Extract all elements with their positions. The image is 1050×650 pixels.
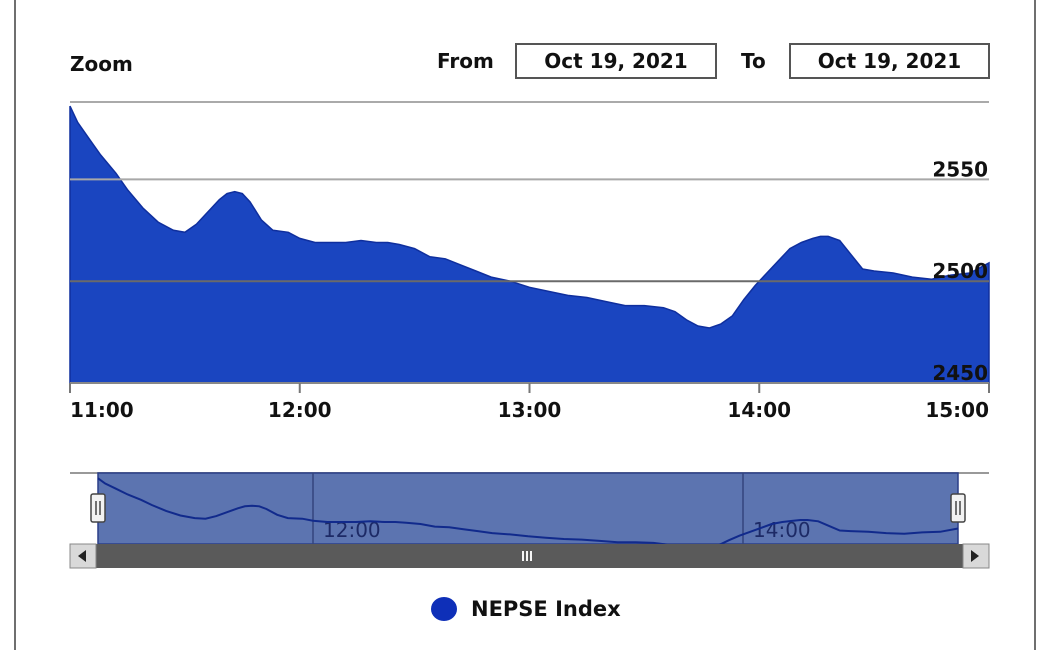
y-tick-label-2550: 2550 xyxy=(932,157,988,181)
navigator-scrollbar[interactable] xyxy=(70,544,989,568)
navigator-selected-range[interactable] xyxy=(97,472,959,545)
series-area-nepse-index xyxy=(69,105,990,384)
x-tick-label-12:00: 12:00 xyxy=(268,398,332,422)
navigator-series-line xyxy=(97,477,959,551)
navigator-left-handle[interactable] xyxy=(90,493,106,523)
x-tick-label-15:00: 15:00 xyxy=(925,398,989,422)
scroll-right-arrow-icon xyxy=(971,550,979,562)
frame-left-border xyxy=(14,0,16,650)
y-tick-label-2500: 2500 xyxy=(932,259,988,283)
x-tick-label-11:00: 11:00 xyxy=(70,398,134,422)
legend-marker xyxy=(431,597,457,621)
scrollbar-left-button[interactable] xyxy=(69,543,97,569)
from-label: From xyxy=(437,49,494,73)
to-label: To xyxy=(741,49,766,73)
zoom-label: Zoom xyxy=(70,52,133,76)
scroll-left-arrow-icon xyxy=(78,550,86,562)
x-tick-label-13:00: 13:00 xyxy=(498,398,562,422)
frame-right-border xyxy=(1034,0,1036,650)
navigator-right-handle[interactable] xyxy=(950,493,966,523)
legend-label: NEPSE Index xyxy=(471,597,621,621)
to-date-input[interactable]: Oct 19, 2021 xyxy=(789,43,990,79)
from-date-input[interactable]: Oct 19, 2021 xyxy=(515,43,717,79)
legend-item-nepse-index[interactable]: NEPSE Index xyxy=(431,597,621,621)
y-tick-label-2450: 2450 xyxy=(932,361,988,385)
x-tick-label-14:00: 14:00 xyxy=(727,398,791,422)
